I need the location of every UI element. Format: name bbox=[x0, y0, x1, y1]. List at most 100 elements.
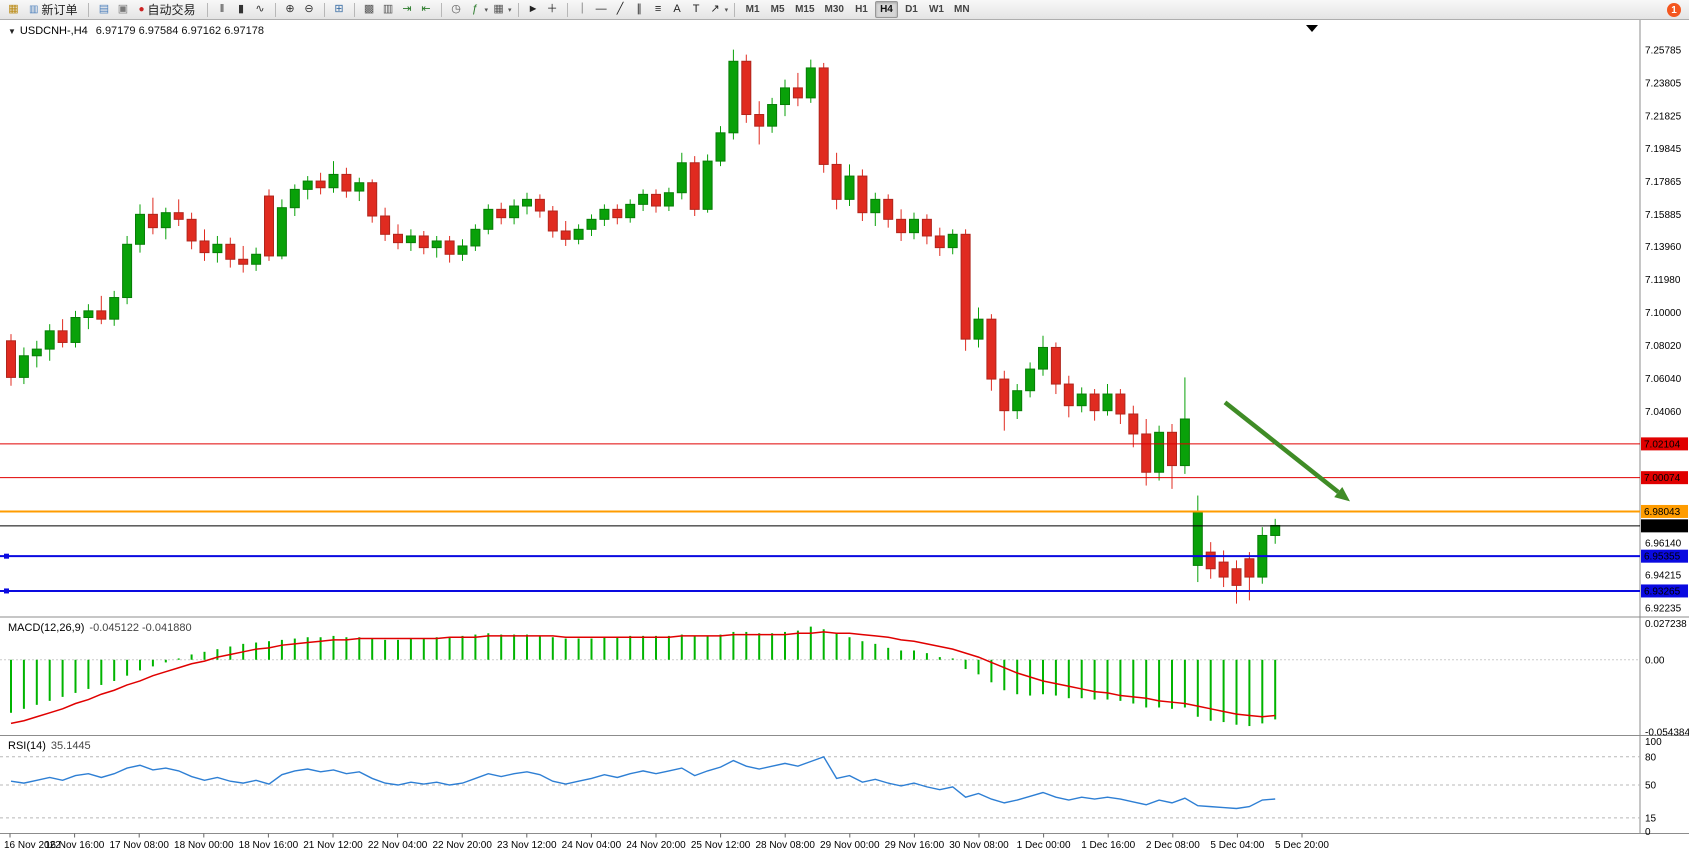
toolbar: ▦ ▥ 新订单 ▤ ▣ ● 自动交易 ‖ ▮ ∿ ⊕ ⊖ ⊞ ▩ ▥ ⇥ ⇤ ◷ ƒ ▾ ▦ ▾ ► ＋｜ ― ╱ ∥ ≡ A T ↗ ▾ M1… bbox=[0, 0, 1689, 20]
zoom-group: ⊕ ⊖ bbox=[281, 1, 319, 18]
indicators-icon[interactable]: ƒ bbox=[471, 3, 479, 15]
tf-button-d1[interactable]: D1 bbox=[905, 4, 918, 15]
time-axis-label: 25 Nov 12:00 bbox=[691, 840, 751, 851]
trend-arrow[interactable] bbox=[1223, 400, 1350, 502]
objects-group: ｜ ― ╱ ∥ ≡ A T ↗ ▾ bbox=[573, 1, 730, 18]
time-axis-label: 29 Nov 16:00 bbox=[885, 840, 945, 851]
rsi-scale-tick: 50 bbox=[1645, 781, 1657, 792]
candlesticks bbox=[6, 49, 1281, 604]
data-window-icon[interactable]: ▣ bbox=[117, 3, 129, 15]
notification-count: 1 bbox=[1671, 4, 1677, 16]
tf-button-h4[interactable]: H4 bbox=[874, 1, 898, 18]
auto-trading-icon: ● bbox=[138, 3, 145, 15]
price-label-text: 7.02104 bbox=[1644, 439, 1681, 450]
auto-trading-button-label: 自动交易 bbox=[147, 3, 196, 17]
new-order-button-label: 新订单 bbox=[41, 3, 78, 17]
hline-handle[interactable] bbox=[4, 553, 9, 559]
tile-windows-icon[interactable]: ⊞ bbox=[334, 3, 344, 15]
auto-scroll-icon[interactable]: ⇥ bbox=[402, 3, 412, 15]
chart-window-icon[interactable]: ▦ bbox=[8, 3, 19, 15]
time-axis-label: 16 Nov 2022 bbox=[4, 840, 61, 851]
bar-chart-icon[interactable]: ‖ bbox=[219, 3, 225, 15]
toolbar-separator bbox=[440, 2, 442, 17]
time-axis-label: 24 Nov 04:00 bbox=[562, 840, 622, 851]
hline-objects: 7.02104 7.00074 6.98043 6.97178 6.95355 6.932… bbox=[0, 437, 1688, 598]
price-label-text: 7.00074 bbox=[1644, 473, 1681, 484]
chart-area[interactable]: 7.02104 7.00074 6.98043 6.97178 6.95355 6.932… bbox=[0, 20, 1689, 857]
chart-type-group: ‖ ▮ ∿ bbox=[213, 1, 270, 18]
price-tick: 7.19845 bbox=[1645, 144, 1682, 155]
macd-pane: 0.027238 0.00 -0.054384 bbox=[0, 619, 1689, 738]
cursor-icon[interactable]: ► bbox=[527, 3, 539, 15]
price-label-text: 6.98043 bbox=[1644, 507, 1681, 518]
new-order-button[interactable]: ▥ 新订单 bbox=[23, 1, 83, 18]
price-tick: 7.25785 bbox=[1645, 45, 1682, 56]
crosshair-icon[interactable]: ＋ bbox=[546, 3, 558, 15]
timeframes-menu-icon[interactable]: ▦ bbox=[493, 3, 504, 15]
horizontal-line-icon[interactable]: ― bbox=[595, 3, 607, 15]
chart-collapse-icon[interactable]: ▼ bbox=[8, 27, 16, 36]
auto-trading-button[interactable]: ● 自动交易 bbox=[132, 1, 201, 18]
time-axis-label: 23 Nov 12:00 bbox=[497, 840, 557, 851]
rsi-line bbox=[10, 755, 1276, 810]
view-group: ▤ ▣ ● 自动交易 bbox=[94, 1, 201, 18]
notification-badge[interactable]: 1 bbox=[1667, 3, 1681, 17]
windows-group: ⊞ bbox=[330, 1, 349, 18]
time-axis-label: 2 Dec 08:00 bbox=[1146, 840, 1200, 851]
macd-scale-tick: 0.00 bbox=[1645, 655, 1665, 666]
time-axis-label: 5 Dec 04:00 bbox=[1210, 840, 1264, 851]
tf-button-m30[interactable]: M30 bbox=[824, 4, 844, 15]
price-tick: 7.23805 bbox=[1645, 78, 1682, 89]
arrows-tool-icon[interactable]: ↗ bbox=[710, 3, 720, 15]
toolbar-separator bbox=[206, 2, 208, 17]
toolbar-separator bbox=[274, 2, 276, 17]
time-axis-label: 18 Nov 00:00 bbox=[174, 840, 234, 851]
macd-scale-tick: 0.027238 bbox=[1645, 619, 1687, 630]
price-label-text: 6.93265 bbox=[1644, 586, 1681, 597]
tf-button-mn[interactable]: MN bbox=[953, 4, 970, 15]
channel-icon[interactable]: ∥ bbox=[636, 3, 642, 15]
hline-handle[interactable] bbox=[4, 588, 9, 594]
layout-group: ▩ ▥ ⇥ ⇤ bbox=[360, 1, 436, 18]
chart-canvas[interactable]: 7.02104 7.00074 6.98043 6.97178 6.95355 6.932… bbox=[0, 20, 1689, 857]
tf-button-h1[interactable]: H1 bbox=[855, 4, 868, 15]
cascade-windows-icon[interactable]: ▩ bbox=[363, 3, 375, 15]
zoom-in-icon[interactable]: ⊕ bbox=[285, 3, 295, 15]
zoom-out-icon[interactable]: ⊖ bbox=[304, 3, 314, 15]
chart-shift-icon[interactable]: ⇤ bbox=[421, 3, 431, 15]
cursor-group: ► ＋ bbox=[524, 1, 562, 18]
timeframes-menu-icon-dropdown[interactable]: ▾ bbox=[508, 6, 512, 14]
text-icon[interactable]: A bbox=[673, 3, 681, 15]
price-tick: 7.17865 bbox=[1645, 177, 1682, 188]
rsi-scale-tick: 80 bbox=[1645, 752, 1657, 763]
line-chart-icon[interactable]: ∿ bbox=[255, 3, 265, 15]
fibonacci-icon[interactable]: ≡ bbox=[654, 3, 662, 15]
text-label-icon[interactable]: T bbox=[692, 3, 700, 15]
pane-frame bbox=[0, 20, 1689, 834]
rsi-indicator-label: RSI(14) 35.1445 bbox=[8, 740, 91, 752]
chart-shift-marker[interactable] bbox=[1306, 25, 1318, 32]
price-tick: 7.06040 bbox=[1645, 374, 1682, 385]
time-axis-label: 22 Nov 04:00 bbox=[368, 840, 428, 851]
candlestick-chart-icon[interactable]: ▮ bbox=[238, 3, 245, 15]
clock-icon[interactable]: ◷ bbox=[451, 3, 461, 15]
arrows-tool-icon-dropdown[interactable]: ▾ bbox=[724, 6, 729, 14]
file-group: ▦ ▥ 新订单 bbox=[4, 1, 83, 18]
price-label-box bbox=[1641, 519, 1688, 533]
price-tick: 6.96140 bbox=[1645, 539, 1682, 550]
trendline-icon[interactable]: ╱ bbox=[616, 3, 624, 15]
market-watch-icon[interactable]: ▤ bbox=[98, 3, 110, 15]
price-scale[interactable]: 7.25785 7.23805 7.21825 7.19845 7.17865 7.158… bbox=[1645, 45, 1682, 614]
tf-button-m15[interactable]: M15 bbox=[795, 4, 815, 15]
arrange-windows-icon[interactable]: ▥ bbox=[382, 3, 394, 15]
vertical-line-icon[interactable]: ｜ bbox=[576, 3, 588, 15]
macd-name: MACD(12,26,9) bbox=[8, 622, 85, 634]
tf-button-w1[interactable]: W1 bbox=[928, 4, 944, 15]
new-order-icon: ▥ bbox=[29, 3, 39, 15]
tf-button-m5[interactable]: M5 bbox=[770, 4, 785, 15]
toolbar-separator bbox=[323, 2, 325, 17]
time-axis-label: 5 Dec 20:00 bbox=[1275, 840, 1329, 851]
indicators-icon-dropdown[interactable]: ▾ bbox=[484, 6, 489, 14]
tf-button-m1[interactable]: M1 bbox=[745, 4, 760, 15]
